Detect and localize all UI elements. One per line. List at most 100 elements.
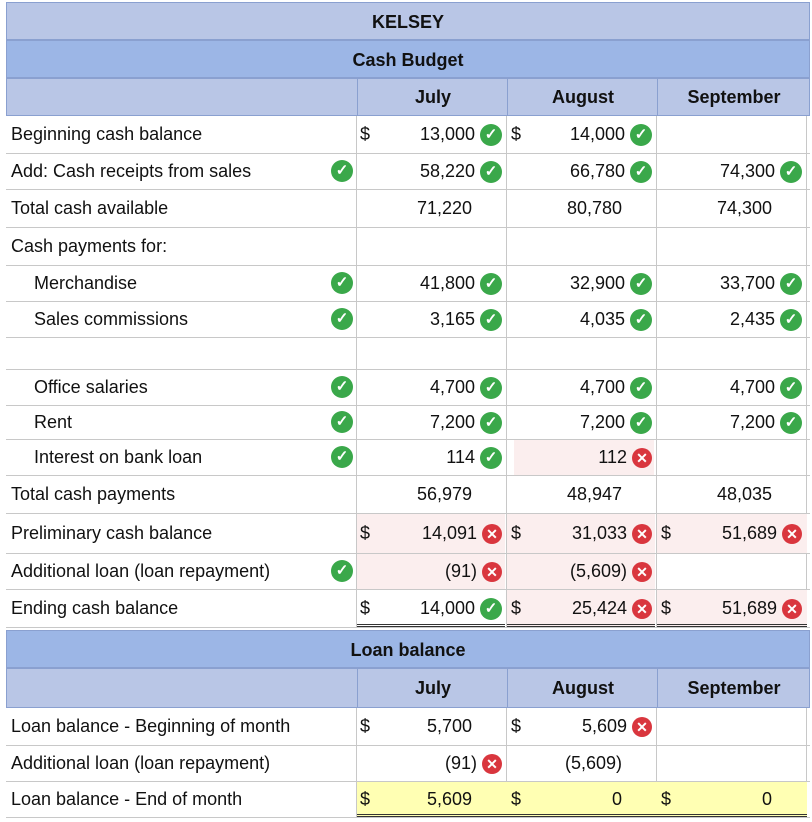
value-cell: 5,609 [426,789,472,809]
loan-title: Loan balance [350,640,466,660]
x-icon: ✕ [632,523,652,544]
checkmark-icon: ✓ [780,308,802,331]
checkmark-icon: ✓ [331,376,353,398]
value-cell: 0 [761,789,772,809]
value-cell[interactable]: 7,200 [429,412,475,432]
checkmark-icon: ✓ [331,272,353,294]
value-cell: (5,609) [564,753,622,773]
value-cell[interactable]: 114 [446,447,475,467]
x-icon: ✕ [782,598,802,619]
checkmark-icon: ✓ [780,272,802,295]
value-cell[interactable]: 14,091 [421,523,477,543]
row-beginning-cash: Beginning cash balance $ 13,000 ✓ $ 14,00… [6,116,810,154]
value-cell: 80,780 [566,198,622,218]
x-icon: ✕ [782,523,802,544]
row-label: Office salaries [34,377,148,397]
row-label: Sales commissions [34,309,189,329]
dollar-sign: $ [661,598,672,618]
dollar-sign: $ [511,598,522,618]
x-icon: ✕ [632,447,652,468]
dollar-sign: $ [511,789,522,809]
value-cell: 5,700 [426,716,472,736]
value-cell[interactable]: 4,700 [579,377,625,397]
row-additional-loan: Additional loan (loan repayment) ✓ (91) ✕… [6,554,810,590]
value-cell[interactable]: 33,700 [719,273,775,293]
value-cell[interactable]: 51,689 [721,523,777,543]
x-icon: ✕ [632,716,652,737]
value-cell[interactable]: 4,035 [579,309,625,329]
row-label: Preliminary cash balance [11,523,213,543]
value-cell[interactable]: 7,200 [579,412,625,432]
row-ending-balance: Ending cash balance $ 14,000 ✓ $ 25,424 ✕ … [6,590,810,628]
month-september: September [687,86,781,107]
value-cell[interactable]: (5,609) [569,561,627,581]
dollar-sign: $ [360,523,371,543]
value-cell[interactable]: 2,435 [729,309,775,329]
month-july: July [414,86,452,107]
value-cell[interactable]: 112 [598,447,627,467]
loan-month-july: July [414,677,452,698]
checkmark-icon: ✓ [780,160,802,183]
row-blank [6,338,810,370]
company-header: KELSEY [6,2,810,40]
x-icon: ✕ [632,598,652,619]
value-cell[interactable]: (91) [444,753,477,773]
x-icon: ✕ [482,561,502,582]
value-cell[interactable]: 51,689 [721,598,777,618]
checkmark-icon: ✓ [331,411,353,433]
value-cell[interactable]: (91) [444,561,477,581]
row-total-payments: Total cash payments 56,979 48,947 48,035 [6,476,810,514]
row-office-salaries: Office salaries ✓ 4,700 ✓ 4,700 ✓ 4,700 ✓ [6,370,810,406]
value-cell[interactable]: 7,200 [729,412,775,432]
value-cell[interactable]: 14,000 [419,598,475,618]
checkmark-icon: ✓ [331,160,353,182]
row-label: Merchandise [34,273,138,293]
checkmark-icon: ✓ [480,160,502,183]
value-cell[interactable]: 13,000 [419,124,475,144]
row-loan-additional: Additional loan (loan repayment) (91) ✕ (… [6,746,810,782]
checkmark-icon: ✓ [331,308,353,330]
dollar-sign: $ [360,598,371,618]
value-cell[interactable]: 58,220 [419,161,475,181]
checkmark-icon: ✓ [480,272,502,295]
row-label: Additional loan (loan repayment) [11,561,271,581]
checkmark-icon: ✓ [480,376,502,399]
row-rent: Rent ✓ 7,200 ✓ 7,200 ✓ 7,200 ✓ [6,406,810,440]
value-cell[interactable]: 74,300 [719,161,775,181]
budget-title: Cash Budget [352,50,464,70]
x-icon: ✕ [482,523,502,544]
dollar-sign: $ [511,716,522,736]
value-cell[interactable]: 4,700 [729,377,775,397]
checkmark-icon: ✓ [480,308,502,331]
loan-month-header-row: July August September [6,668,810,708]
value-cell[interactable]: 14,000 [569,124,625,144]
loan-month-september: September [687,677,781,698]
checkmark-icon: ✓ [630,376,652,399]
row-label: Add: Cash receipts from sales [11,161,252,181]
value-cell[interactable]: 41,800 [419,273,475,293]
value-cell: 74,300 [716,198,772,218]
checkmark-icon: ✓ [630,411,652,434]
value-cell: 0 [611,789,622,809]
value-cell[interactable]: 31,033 [571,523,627,543]
checkmark-icon: ✓ [630,272,652,295]
value-cell: 56,979 [416,484,472,504]
x-icon: ✕ [482,753,502,774]
value-cell[interactable]: 32,900 [569,273,625,293]
value-cell[interactable]: 66,780 [569,161,625,181]
value-cell[interactable]: 3,165 [429,309,475,329]
row-label: Cash payments for: [11,236,168,256]
row-cash-payments-heading: Cash payments for: [6,228,810,266]
checkmark-icon: ✓ [480,446,502,469]
value-cell[interactable]: 4,700 [429,377,475,397]
checkmark-icon: ✓ [331,446,353,468]
value-cell: 48,947 [566,484,622,504]
checkmark-icon: ✓ [630,160,652,183]
dollar-sign: $ [360,716,371,736]
row-label: Loan balance - Beginning of month [11,716,291,736]
row-loan-beginning: Loan balance - Beginning of month $ 5,70… [6,708,810,746]
company-name: KELSEY [371,12,445,32]
value-cell[interactable]: 5,609 [581,716,627,736]
value-cell[interactable]: 25,424 [571,598,627,618]
checkmark-icon: ✓ [480,123,502,146]
